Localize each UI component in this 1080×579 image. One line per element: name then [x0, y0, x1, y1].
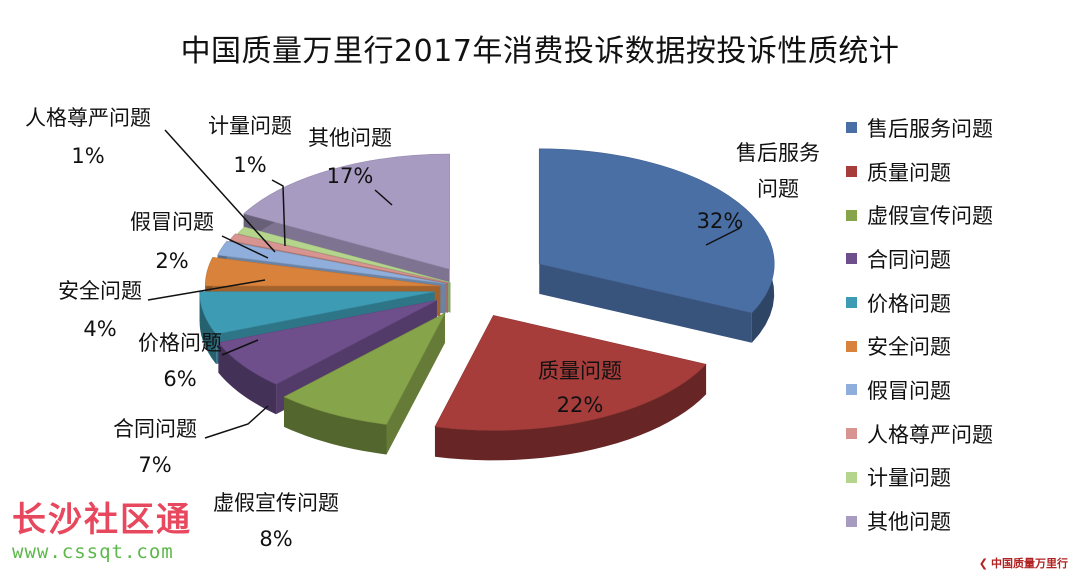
legend-swatch — [846, 209, 857, 221]
data-label-value-9: 1% — [233, 153, 266, 177]
corner-logo-text: 中国质量万里行 — [991, 557, 1068, 570]
legend-swatch — [846, 471, 857, 483]
leader-line-8 — [164, 129, 276, 253]
data-label-value-8: 1% — [71, 144, 104, 168]
legend-swatch — [846, 122, 857, 134]
legend-item-6: 安全问题 — [846, 324, 1076, 368]
leader-line-9 — [271, 179, 286, 247]
legend-item-2: 质量问题 — [846, 150, 1076, 194]
leader-line-4 — [204, 405, 269, 439]
legend-swatch — [846, 297, 857, 309]
data-label-value-10: 17% — [327, 164, 374, 188]
watermark-url: www.cssqt.com — [12, 541, 174, 563]
pie-slice-top — [434, 315, 707, 431]
data-label-category-1: 售后服务 — [736, 141, 820, 165]
legend-item-1: 售后服务问题 — [846, 106, 1076, 150]
legend-label: 人格尊严问题 — [867, 422, 993, 447]
legend-label: 其他问题 — [867, 510, 951, 535]
data-label-category-7: 假冒问题 — [130, 210, 214, 234]
legend-label: 虚假宣传问题 — [867, 204, 993, 229]
pie-slice-2 — [434, 315, 707, 461]
data-label-category-6: 安全问题 — [58, 279, 142, 303]
legend-swatch — [846, 253, 857, 265]
data-label-category-10: 其他问题 — [308, 126, 392, 150]
data-label-value-4: 7% — [138, 453, 171, 477]
legend-item-4: 合同问题 — [846, 237, 1076, 281]
data-label-value-1: 32% — [697, 209, 744, 233]
legend-swatch — [846, 428, 857, 440]
legend-swatch — [846, 515, 857, 527]
data-label-category-3: 虚假宣传问题 — [213, 491, 339, 515]
data-label-value-2: 22% — [557, 393, 604, 417]
pie-slice-outer-wall — [218, 342, 277, 415]
pie-slice-top — [538, 148, 775, 314]
legend-label: 价格问题 — [867, 291, 951, 316]
data-label-value-5: 6% — [163, 367, 196, 391]
pie-slice-top — [283, 312, 446, 425]
data-label-category-8: 人格尊严问题 — [25, 106, 151, 130]
pie-slice-top — [228, 233, 449, 284]
logo-mark-icon: ❮ — [978, 557, 988, 570]
data-label-category-4: 合同问题 — [113, 417, 197, 441]
watermark-text: 长沙社区通 — [12, 500, 192, 540]
legend-item-5: 价格问题 — [846, 281, 1076, 325]
leader-line-6 — [147, 279, 266, 301]
data-label-value-7: 2% — [155, 249, 188, 273]
legend-label: 质量问题 — [867, 160, 951, 185]
legend-label: 售后服务问题 — [867, 116, 993, 141]
watermark: 长沙社区通 www.cssqt.com — [12, 500, 192, 564]
pie-slice-outer-wall — [434, 364, 707, 461]
corner-logo: ❮ 中国质量万里行 — [979, 555, 1068, 571]
legend-item-3: 虚假宣传问题 — [846, 193, 1076, 237]
legend-label: 计量问题 — [867, 466, 951, 491]
legend-item-7: 假冒问题 — [846, 368, 1076, 412]
leader-line-5 — [221, 339, 259, 356]
leader-line-7 — [221, 235, 269, 259]
legend-item-10: 其他问题 — [846, 499, 1076, 543]
chart-title: 中国质量万里行2017年消费投诉数据按投诉性质统计 — [180, 34, 900, 69]
chart-legend: 售后服务问题 质量问题虚假宣传问题 合同问题价格问题安全问题假冒问题人格尊严问题 计量… — [846, 106, 1076, 543]
pie-slice-top — [217, 300, 438, 385]
pie-slice-top — [204, 257, 441, 287]
legend-swatch — [846, 384, 857, 396]
pie-slice-outer-wall — [284, 396, 387, 455]
leader-line-10 — [374, 189, 393, 206]
pie-slice-3 — [283, 312, 446, 455]
legend-label: 合同问题 — [867, 247, 951, 272]
legend-swatch — [846, 166, 857, 178]
pie-slice-top — [237, 226, 451, 283]
pie-slice-top — [243, 153, 450, 270]
pie-slice-outer-wall — [199, 291, 217, 365]
legend-label: 安全问题 — [867, 335, 951, 360]
pie-slice-side — [539, 263, 752, 343]
data-label-category-9: 计量问题 — [208, 114, 292, 138]
data-label-value-6: 4% — [83, 317, 116, 341]
data-label-category-1: 问题 — [757, 177, 799, 201]
leader-line-1 — [705, 227, 741, 246]
data-label-category-2: 质量问题 — [538, 359, 622, 383]
legend-item-8: 人格尊严问题 — [846, 412, 1076, 456]
legend-label: 假冒问题 — [867, 378, 951, 403]
pie-slice-1 — [538, 148, 775, 343]
data-label-value-3: 8% — [259, 527, 292, 551]
legend-item-9: 计量问题 — [846, 456, 1076, 500]
legend-swatch — [846, 340, 857, 352]
data-label-category-5: 价格问题 — [138, 331, 222, 355]
